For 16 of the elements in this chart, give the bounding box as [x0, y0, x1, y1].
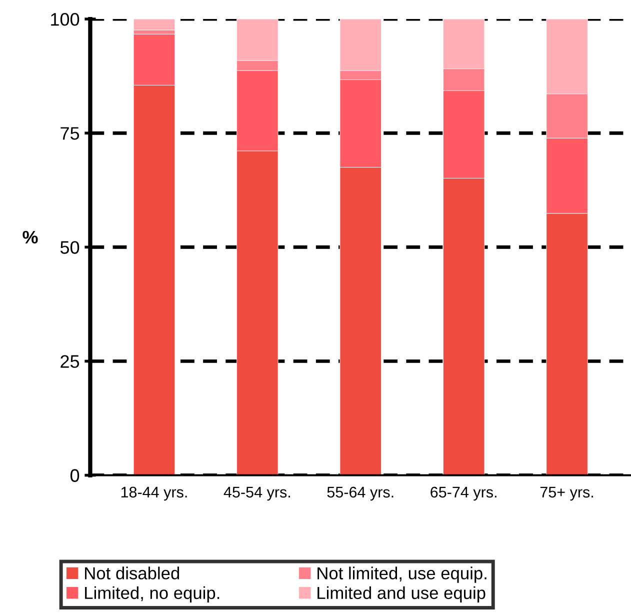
- legend-label: Not disabled: [85, 566, 180, 580]
- x-tick-label: 75+ yrs.: [540, 486, 594, 501]
- y-tick-label: 25: [60, 355, 80, 368]
- legend-label: Limited and use equip: [318, 586, 486, 603]
- y-tick-label: 50: [60, 241, 80, 254]
- legend-label: Not limited, use equip.: [318, 566, 486, 583]
- y-tick-label: 75: [60, 127, 80, 140]
- y-tick-label: 0: [70, 469, 80, 482]
- x-tick-label: 45-54 yrs.: [224, 486, 290, 501]
- bar: [133, 19, 176, 30]
- x-tick-label: 55-64 yrs.: [327, 486, 394, 501]
- y-tick-label: 100: [51, 12, 80, 26]
- legend-label: Limited, no equip.: [85, 586, 220, 603]
- y-axis-title: %: [22, 230, 38, 244]
- x-tick-label: 65-74 yrs.: [430, 486, 496, 501]
- x-tick-label: 18-44 yrs.: [121, 486, 187, 501]
